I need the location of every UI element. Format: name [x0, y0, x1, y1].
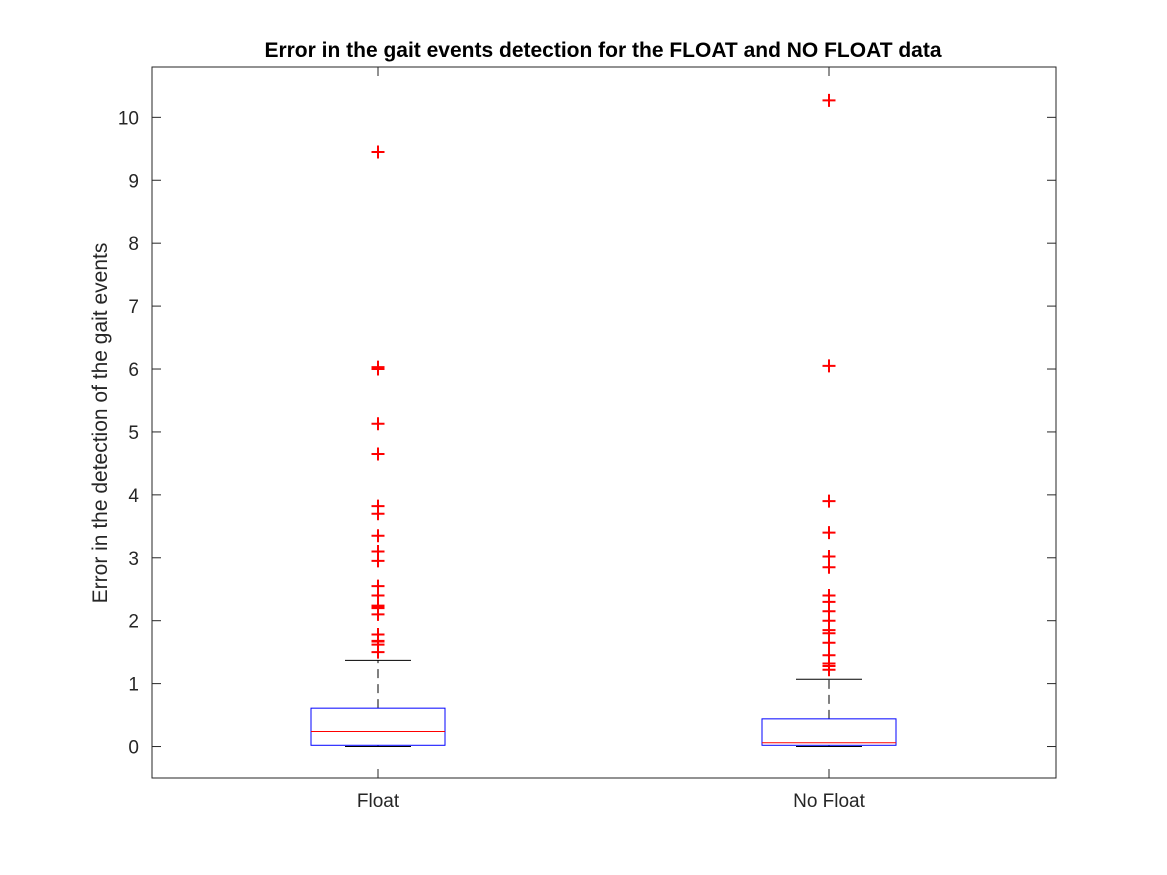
outlier-point [822, 494, 836, 508]
outlier-point [822, 526, 836, 540]
y-tick-label: 4 [128, 486, 139, 507]
chart-title: Error in the gait events detection for t… [264, 39, 941, 62]
outlier-point [371, 628, 385, 642]
iqr-box [310, 707, 446, 746]
y-tick-label: 5 [128, 423, 139, 444]
outlier-point [371, 360, 385, 374]
outlier-point [371, 145, 385, 159]
x-tick-label: No Float [793, 791, 866, 812]
y-tick-label: 7 [128, 297, 139, 318]
outlier-point [822, 589, 836, 603]
y-tick-label: 10 [118, 108, 139, 129]
outlier-point [371, 447, 385, 461]
outlier-point [371, 499, 385, 513]
y-tick-label: 0 [128, 738, 139, 759]
outlier-point [822, 93, 836, 107]
outlier-point [822, 648, 836, 662]
outlier-point [371, 579, 385, 593]
iqr-box [761, 718, 897, 746]
y-tick-label: 9 [128, 171, 139, 192]
y-tick-label: 8 [128, 234, 139, 255]
y-tick-label: 2 [128, 612, 139, 633]
outlier-point [822, 550, 836, 564]
outlier-point [371, 544, 385, 558]
y-axis-label: Error in the detection of the gait event… [89, 243, 112, 604]
outlier-point [371, 417, 385, 431]
outlier-point [371, 529, 385, 543]
y-tick-label: 1 [128, 675, 139, 696]
x-tick-label: Float [357, 791, 400, 812]
y-tick-label: 6 [128, 360, 139, 381]
axes-frame [151, 66, 1057, 779]
y-tick-label: 3 [128, 549, 139, 570]
outlier-point [822, 359, 836, 373]
plot-area: 0 1 2 3 4 5 6 7 8 9 10 Float No Float [118, 66, 1057, 812]
